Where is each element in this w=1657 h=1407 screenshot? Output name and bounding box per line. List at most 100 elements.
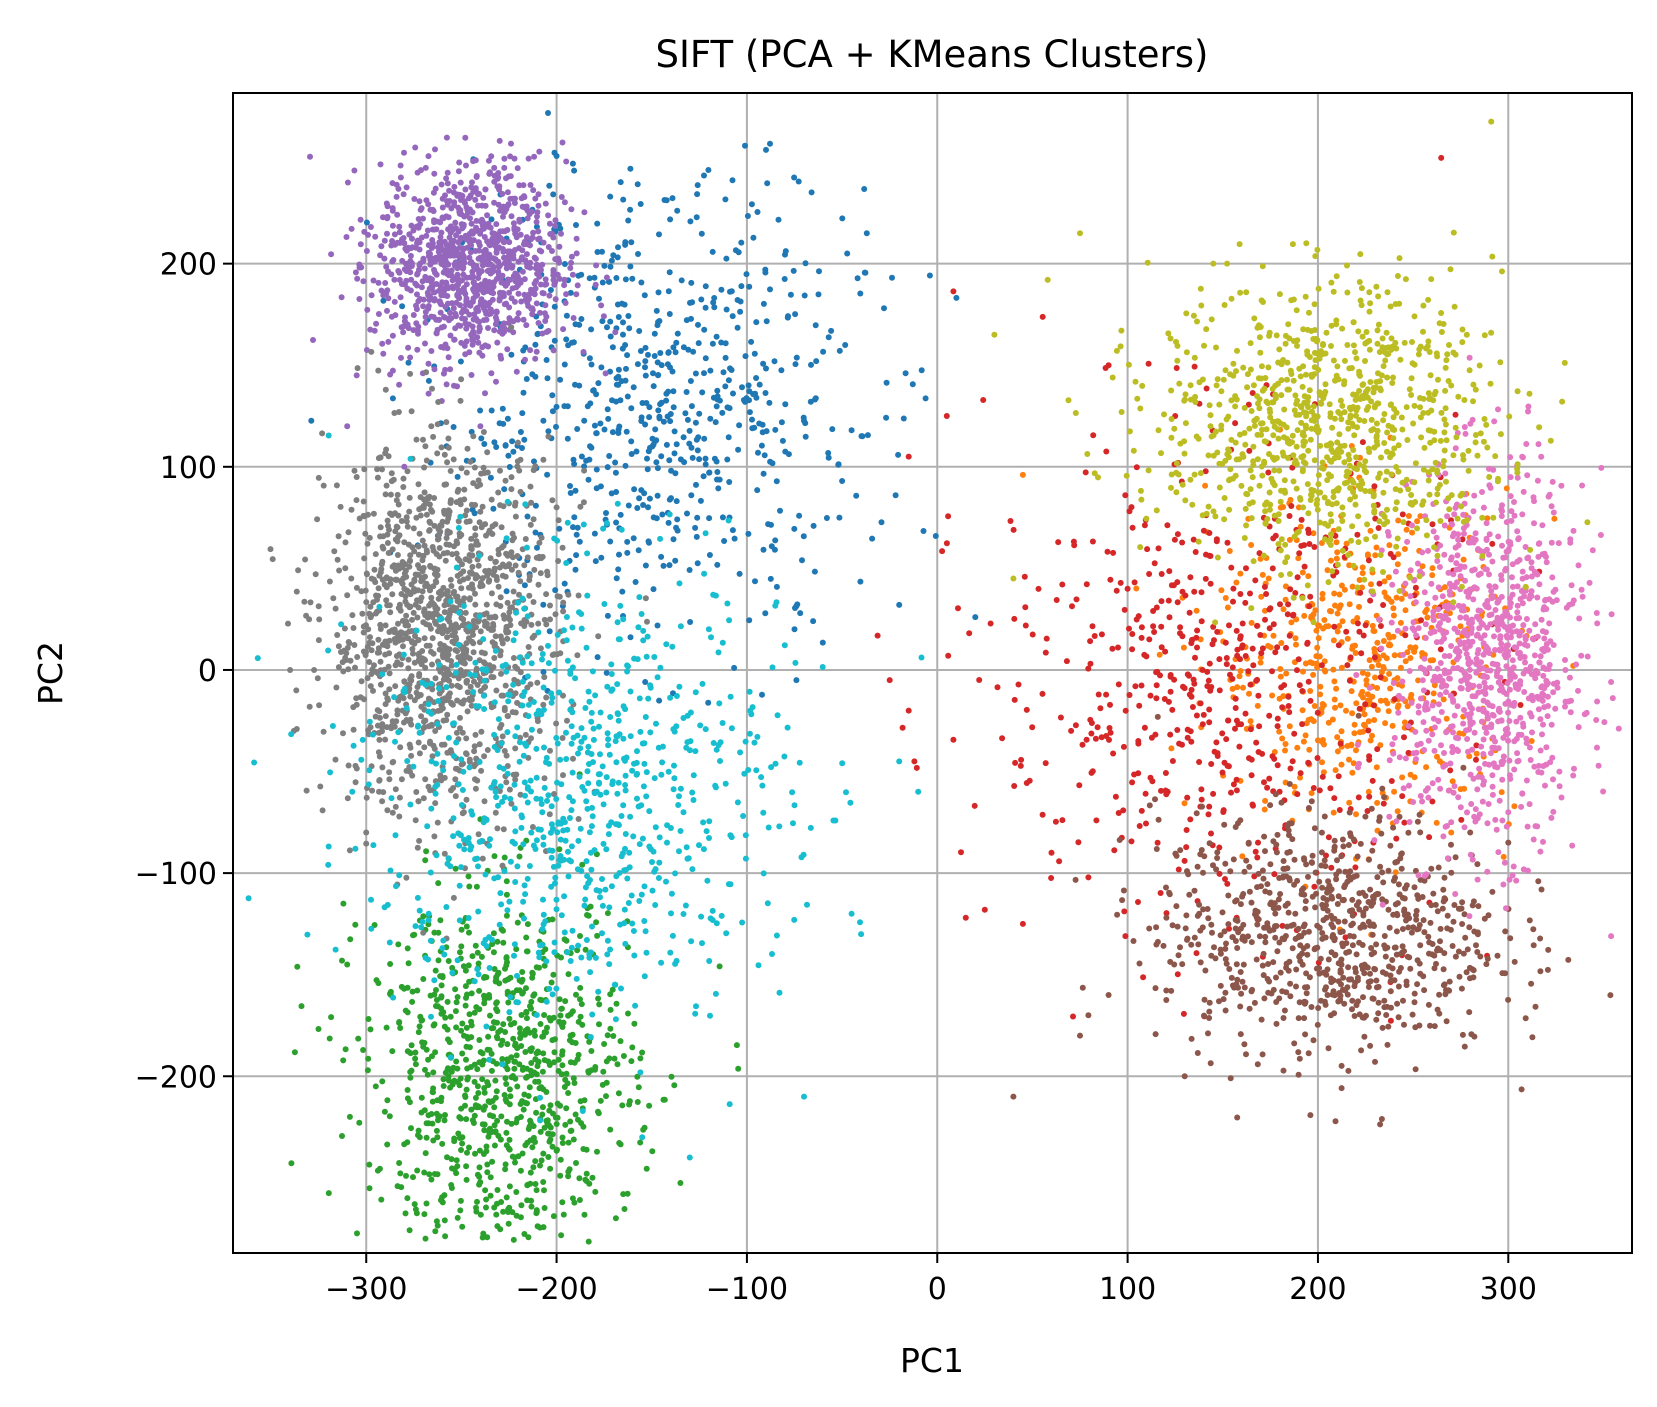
data-point xyxy=(1194,644,1200,651)
data-point xyxy=(1339,986,1346,993)
data-point xyxy=(542,200,549,207)
data-point xyxy=(1474,786,1481,793)
data-point xyxy=(939,548,946,555)
data-point xyxy=(519,268,526,275)
data-point xyxy=(1094,724,1101,731)
data-point xyxy=(1504,680,1511,687)
data-point xyxy=(1143,653,1150,660)
data-point xyxy=(1270,905,1277,912)
data-point xyxy=(759,691,765,698)
data-point xyxy=(499,1037,506,1044)
data-point xyxy=(475,191,481,198)
data-point xyxy=(1532,1003,1539,1010)
data-point xyxy=(1525,695,1532,702)
data-point xyxy=(1453,560,1460,567)
data-point xyxy=(584,912,590,918)
data-point xyxy=(859,433,866,440)
data-point xyxy=(1536,581,1543,588)
data-point xyxy=(446,187,453,194)
data-point xyxy=(425,377,432,384)
data-point xyxy=(1441,584,1448,591)
data-point xyxy=(627,634,634,641)
data-point xyxy=(1317,955,1324,962)
data-point xyxy=(1286,513,1293,519)
data-point xyxy=(530,187,537,194)
data-point xyxy=(551,337,558,344)
data-point xyxy=(455,1130,462,1137)
data-point xyxy=(642,358,649,365)
data-point xyxy=(1399,926,1406,932)
data-point xyxy=(407,354,414,361)
data-point xyxy=(1353,672,1360,678)
data-point xyxy=(412,1049,419,1056)
data-point xyxy=(527,1003,533,1010)
data-point xyxy=(440,1076,447,1083)
data-point xyxy=(543,313,550,320)
data-point xyxy=(772,426,779,433)
data-point xyxy=(527,1046,534,1053)
data-point xyxy=(1011,783,1018,789)
data-point xyxy=(742,398,749,405)
data-point xyxy=(474,949,481,956)
data-point xyxy=(486,311,492,318)
data-point xyxy=(403,184,410,191)
data-point xyxy=(481,1089,488,1096)
data-point xyxy=(381,1108,388,1115)
data-point xyxy=(499,1056,506,1062)
data-point xyxy=(344,423,351,430)
data-point xyxy=(418,1094,425,1101)
data-point xyxy=(395,268,402,274)
data-point xyxy=(1273,841,1280,848)
data-point xyxy=(1228,564,1235,571)
data-point xyxy=(1266,978,1273,985)
data-point xyxy=(598,364,605,371)
data-point xyxy=(1341,918,1348,925)
data-point xyxy=(524,921,531,928)
data-point xyxy=(1251,999,1258,1006)
data-point xyxy=(819,639,826,646)
data-point xyxy=(481,234,488,240)
data-point xyxy=(459,1134,466,1141)
data-point xyxy=(1269,753,1276,760)
data-point xyxy=(379,340,386,347)
data-point xyxy=(1449,778,1456,785)
data-point xyxy=(513,946,520,953)
data-point xyxy=(1303,970,1310,977)
data-point xyxy=(1583,709,1590,716)
data-point xyxy=(881,305,887,312)
data-point xyxy=(486,279,493,285)
data-point xyxy=(1180,644,1187,651)
data-point xyxy=(1386,924,1393,931)
data-point xyxy=(565,342,572,349)
data-point xyxy=(642,562,649,569)
data-point xyxy=(688,279,695,286)
data-point xyxy=(476,325,483,332)
data-point xyxy=(1082,469,1089,476)
data-point xyxy=(396,276,403,283)
data-point xyxy=(502,1166,509,1173)
data-point xyxy=(1274,948,1281,955)
data-point xyxy=(437,973,444,980)
data-point xyxy=(556,525,563,532)
data-point xyxy=(367,224,374,230)
data-point xyxy=(490,283,497,290)
data-point xyxy=(649,435,656,442)
data-point xyxy=(1443,1018,1450,1025)
data-point xyxy=(442,1233,449,1240)
data-point xyxy=(1505,996,1512,1003)
data-point xyxy=(559,139,566,146)
data-point xyxy=(1417,740,1424,747)
data-point xyxy=(1556,768,1563,775)
data-point xyxy=(1475,903,1482,910)
data-point xyxy=(484,212,491,219)
data-point xyxy=(1240,891,1247,897)
data-point xyxy=(729,177,736,184)
data-point xyxy=(953,294,960,301)
data-point xyxy=(1199,803,1205,810)
data-point xyxy=(629,275,636,282)
data-point xyxy=(1360,728,1366,735)
data-point xyxy=(755,449,761,456)
data-point xyxy=(1366,793,1373,800)
data-point xyxy=(1226,966,1233,972)
data-point xyxy=(1079,984,1086,991)
